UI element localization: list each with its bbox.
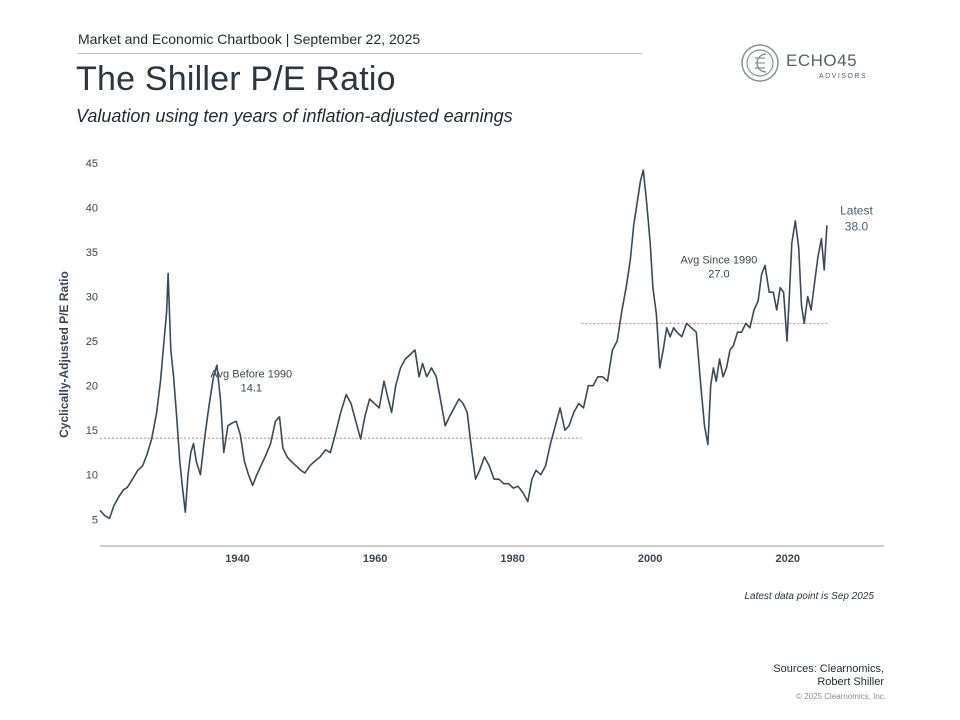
x-tick-label: 2020 — [775, 553, 799, 565]
logo-wordmark: ECHO45 — [786, 51, 858, 70]
echo45-logo: ECHO45 ADVISORS — [740, 42, 880, 86]
x-tick-label: 1960 — [363, 553, 387, 565]
sources-line-1: Sources: Clearnomics, — [773, 663, 884, 675]
average-value: 27.0 — [708, 269, 729, 281]
y-tick-label: 40 — [86, 203, 98, 215]
sources-note: Sources: Clearnomics, Robert Shiller — [773, 663, 884, 689]
y-tick-label: 35 — [86, 247, 98, 259]
logo-subtext: ADVISORS — [819, 73, 868, 80]
logo-mark-icon — [741, 44, 779, 82]
average-label: Avg Since 1990 — [681, 255, 758, 267]
x-tick-label: 1940 — [225, 553, 249, 565]
y-tick-label: 10 — [86, 470, 98, 482]
y-tick-label: 45 — [86, 158, 98, 170]
y-tick-label: 5 — [92, 514, 98, 526]
series-layer — [99, 169, 828, 520]
average-lines — [100, 322, 829, 439]
chart-axes: 5 10 15 20 25 30 35 40 45 1940 1960 1980 2000 2020 Cyc… — [57, 158, 884, 565]
y-tick-label: 15 — [86, 425, 98, 437]
page-title: The Shiller P/E Ratio — [76, 60, 396, 98]
header-divider — [78, 53, 642, 54]
x-tick-label: 1980 — [500, 553, 524, 565]
page-subtitle: Valuation using ten years of inflation-a… — [76, 106, 513, 126]
chart-annotations: Avg Before 1990 14.1 Avg Since 1990 27.0 Lat… — [210, 204, 873, 395]
y-axis-label: Cyclically-Adjusted P/E Ratio — [57, 271, 71, 438]
latest-value: 38.0 — [845, 220, 869, 234]
copyright-note: © 2025 Clearnomics, Inc. — [796, 692, 886, 701]
sources-line-2: Robert Shiller — [817, 676, 884, 688]
average-label: Avg Before 1990 — [210, 369, 292, 381]
y-tick-label: 30 — [86, 292, 98, 304]
chartbook-header: Market and Economic Chartbook | Septembe… — [78, 31, 421, 47]
latest-label: Latest — [840, 204, 873, 218]
cape-series-line — [99, 169, 828, 520]
x-tick-label: 2000 — [638, 553, 662, 565]
average-value: 14.1 — [241, 383, 262, 395]
y-tick-label: 20 — [86, 381, 98, 393]
latest-data-note: Latest data point is Sep 2025 — [744, 591, 874, 602]
y-tick-label: 25 — [86, 336, 98, 348]
